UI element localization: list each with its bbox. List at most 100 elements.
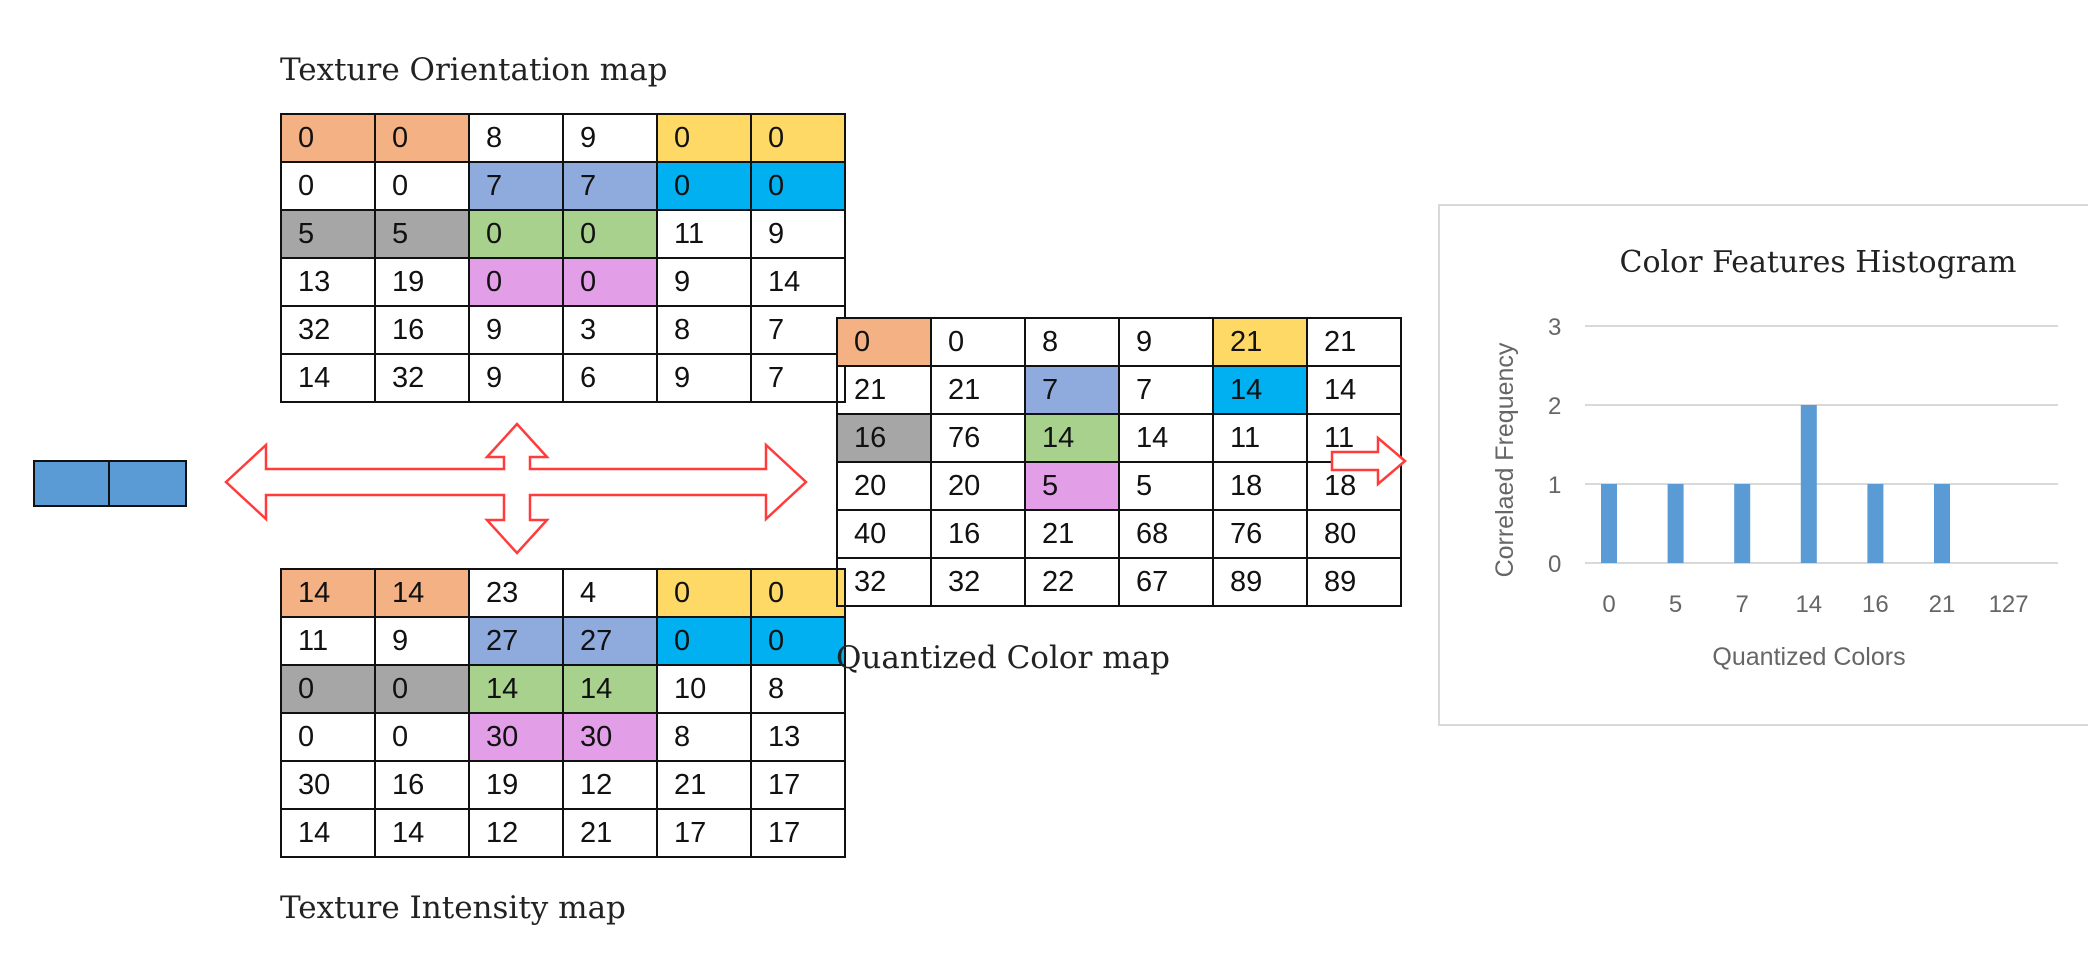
map-cell: 7 [750,305,846,355]
map-cell: 0 [656,113,752,163]
map-cell: 0 [750,616,846,666]
map-cell: 21 [1024,509,1120,559]
map-cell: 12 [468,808,564,858]
map-cell: 7 [750,353,846,403]
histogram-bar [1601,484,1617,563]
map-cell: 0 [374,161,470,211]
map-cell: 3 [562,305,658,355]
map-cell: 14 [562,664,658,714]
map-cell: 9 [468,353,564,403]
map-cell: 14 [1306,365,1402,415]
map-cell: 17 [750,760,846,810]
intensity-map-title: Texture Intensity map [280,890,626,926]
map-cell: 7 [562,161,658,211]
map-cell: 0 [656,616,752,666]
table-row: 11 9 27 27 0 0 [280,616,846,666]
map-cell: 9 [468,305,564,355]
y-axis-label: Correlaed Frequency [1491,342,1519,577]
map-cell: 0 [750,161,846,211]
map-cell: 14 [1118,413,1214,463]
table-row: 13 19 0 0 9 14 [280,257,846,307]
table-row: 21 21 7 7 14 14 [836,365,1402,415]
map-cell: 7 [1024,365,1120,415]
map-cell: 7 [1118,365,1214,415]
map-cell: 22 [1024,557,1120,607]
x-tick-label: 16 [1862,591,1889,618]
table-row: 14 32 9 6 9 7 [280,353,846,403]
table-row: 40 16 21 68 76 80 [836,509,1402,559]
map-cell: 0 [656,161,752,211]
map-cell: 11 [280,616,376,666]
map-cell: 11 [656,209,752,259]
map-cell: 68 [1118,509,1214,559]
map-cell: 0 [750,568,846,618]
map-cell: 32 [374,353,470,403]
table-row: 20 20 5 5 18 18 [836,461,1402,511]
histogram-chart-frame [1438,204,2088,726]
map-cell: 0 [468,209,564,259]
map-cell: 21 [562,808,658,858]
map-cell: 7 [468,161,564,211]
map-cell: 0 [280,161,376,211]
map-cell: 0 [656,568,752,618]
table-row: 30 16 19 12 21 17 [280,760,846,810]
map-cell: 5 [374,209,470,259]
table-row: 32 32 22 67 89 89 [836,557,1402,607]
quantized-map-title: Quantized Color map [836,640,1170,676]
x-tick-label: 5 [1669,591,1682,618]
table-row: 14 14 23 4 0 0 [280,568,846,618]
map-cell: 76 [1212,509,1308,559]
y-tick-label: 0 [1548,551,1561,578]
map-cell: 19 [374,257,470,307]
map-cell: 0 [374,113,470,163]
map-cell: 23 [468,568,564,618]
map-cell: 0 [468,257,564,307]
chart-title: Color Features Histogram [1620,245,2017,280]
map-cell: 0 [562,257,658,307]
map-cell: 0 [562,209,658,259]
map-cell: 8 [656,305,752,355]
map-cell: 10 [656,664,752,714]
map-cell: 9 [1118,317,1214,367]
map-cell: 19 [468,760,564,810]
orientation-map-title: Texture Orientation map [280,52,668,88]
map-cell: 16 [374,305,470,355]
map-cell: 17 [656,808,752,858]
x-axis-label: Quantized Colors [1712,643,1905,671]
y-tick-label: 2 [1548,393,1561,420]
map-cell: 14 [1024,413,1120,463]
map-cell: 12 [562,760,658,810]
map-cell: 0 [280,113,376,163]
map-cell: 8 [656,712,752,762]
x-tick-label: 0 [1602,591,1615,618]
map-cell: 14 [280,568,376,618]
map-cell: 13 [280,257,376,307]
table-row: 0 0 30 30 8 13 [280,712,846,762]
x-tick-label: 14 [1795,591,1822,618]
y-tick-label: 1 [1548,472,1561,499]
map-cell: 21 [836,365,932,415]
map-cell: 0 [374,664,470,714]
table-row: 5 5 0 0 11 9 [280,209,846,259]
map-cell: 40 [836,509,932,559]
intensity-map-table: 14 14 23 4 0 0 11 9 27 27 0 0 0 0 14 14 10 8 0 0 30 30 8 13 30 16… [280,568,846,858]
map-cell: 14 [750,257,846,307]
map-cell: 14 [374,568,470,618]
map-cell: 13 [750,712,846,762]
x-tick-label: 21 [1929,591,1956,618]
table-row: 0 0 14 14 10 8 [280,664,846,714]
map-cell: 9 [562,113,658,163]
x-tick-label: 7 [1736,591,1749,618]
map-cell: 0 [374,712,470,762]
map-cell: 20 [930,461,1026,511]
map-cell: 20 [836,461,932,511]
table-row: 14 14 12 21 17 17 [280,808,846,858]
map-cell: 4 [562,568,658,618]
histogram-bar [1934,484,1950,563]
map-cell: 76 [930,413,1026,463]
map-cell: 14 [1212,365,1308,415]
map-cell: 14 [468,664,564,714]
y-tick-label: 3 [1548,314,1561,341]
